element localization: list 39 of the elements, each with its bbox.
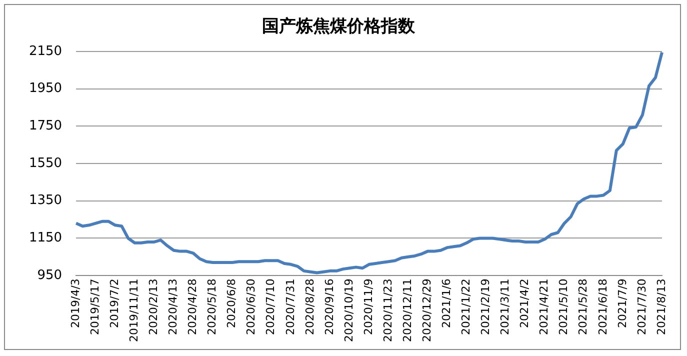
x-tick-label: 2020/10/19: [342, 278, 356, 342]
x-tick-label: 2019/5/17: [88, 278, 102, 336]
x-tick-label: 2021/4/21: [538, 278, 551, 336]
x-tick-label: 2021/4/2: [518, 278, 532, 328]
x-tick-label: 2021/5/10: [557, 278, 570, 336]
chart-title: 国产炼焦煤价格指数: [262, 16, 416, 37]
x-tick-label: 2021/7/9: [616, 278, 629, 328]
x-tick-label: 2019/11/11: [128, 278, 141, 342]
x-tick-label: 2020/2/13: [147, 278, 160, 336]
y-tick-label: 1350: [28, 193, 62, 208]
x-tick-label: 2020/7/31: [284, 278, 297, 336]
y-tick-label: 1150: [28, 230, 62, 246]
x-tick-label: 2020/5/18: [206, 278, 219, 336]
y-tick-label: 2150: [28, 44, 62, 59]
x-tick-label: 2021/1/22: [460, 278, 473, 336]
x-tick-label: 2020/4/28: [186, 278, 200, 336]
x-tick-label: 2020/4/13: [166, 278, 180, 336]
x-tick-label: 2020/8/28: [303, 278, 316, 336]
x-tick-label: 2019/7/2: [108, 278, 122, 328]
x-tick-label: 2021/2/19: [479, 278, 492, 336]
y-tick-label: 1750: [28, 118, 62, 134]
x-tick-label: 2020/12/29: [420, 278, 434, 342]
x-tick-label: 2021/7/30: [635, 278, 648, 336]
x-tick-label: 2019/4/3: [68, 278, 82, 328]
x-tick-label: 2020/6/30: [244, 278, 258, 336]
y-tick-label: 950: [37, 268, 62, 283]
x-tick-label: 2020/6/8: [225, 278, 238, 328]
x-tick-label: 2021/3/11: [498, 278, 512, 336]
x-tick-label: 2020/9/16: [322, 278, 336, 336]
x-tick-label: 2021/1/6: [440, 278, 454, 328]
x-tick-label: 2020/11/9: [362, 278, 375, 336]
x-tick-label: 2020/12/11: [400, 278, 414, 342]
x-tick-label: 2021/5/28: [576, 278, 590, 336]
y-tick-label: 1550: [28, 156, 62, 171]
x-tick-label: 2020/7/10: [264, 278, 278, 336]
y-tick-label: 1950: [28, 81, 62, 96]
x-tick-label: 2020/11/23: [381, 278, 394, 342]
x-tick-label: 2021/6/18: [596, 278, 610, 336]
x-tick-label: 2021/8/13: [654, 278, 668, 336]
